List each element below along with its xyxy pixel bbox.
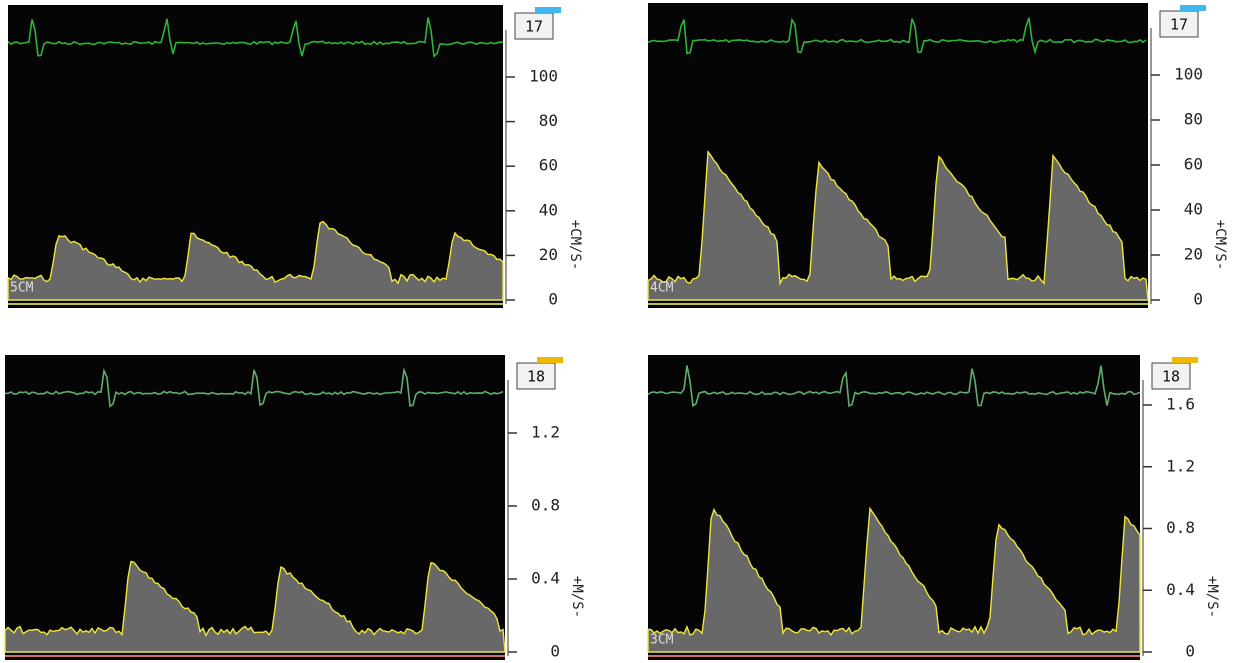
depth-label: 4CM — [650, 281, 674, 296]
ecg-trace — [7, 17, 504, 58]
badge-box — [1159, 10, 1199, 38]
scale-label: 0 — [548, 290, 558, 309]
doppler-panel: 17 100 80 60 40 20 0 +CM/S- 4CM — [647, 3, 1228, 309]
badge-box — [516, 362, 556, 390]
doppler-panel: 17 100 80 60 40 20 0 +CM/S- 5CM — [7, 5, 583, 309]
spectral-envelope — [647, 506, 1141, 653]
badge-box — [1151, 362, 1191, 390]
scale-label: 80 — [539, 111, 558, 130]
velocity-unit: +M/S- — [569, 576, 585, 618]
depth-badge: 18 — [527, 368, 545, 386]
scale-label: 60 — [539, 156, 558, 175]
doppler-panel: 18 1.6 1.2 0.8 0.4 0 +M/S- 3CM — [647, 355, 1220, 661]
spectral-envelope — [7, 220, 504, 301]
doppler-panel: 18 1.2 0.8 0.4 0 +M/S- — [4, 355, 585, 661]
scale-label: 1.2 — [531, 423, 560, 442]
badge-strip — [1172, 357, 1198, 363]
scale-label: 80 — [1184, 110, 1203, 129]
spectral-fill — [648, 151, 1148, 300]
ecg-trace — [647, 17, 1147, 55]
ecg-trace — [4, 366, 504, 408]
scale-label: 0.4 — [1166, 580, 1195, 599]
badge-strip — [537, 357, 563, 363]
scale-label: 100 — [1174, 65, 1203, 84]
velocity-unit: +CM/S- — [1212, 220, 1228, 271]
depth-badge: 17 — [525, 18, 543, 36]
scale-label: 0 — [1193, 290, 1203, 309]
depth-label: 3CM — [650, 633, 674, 648]
velocity-unit: +M/S- — [1204, 576, 1220, 618]
scale-label: 0.4 — [531, 569, 560, 588]
scale-label: 0 — [550, 642, 560, 661]
depth-badge: 18 — [1162, 368, 1180, 386]
scale-label: 0.8 — [1166, 518, 1195, 537]
depth-label: 5CM — [10, 281, 34, 296]
scale-label: 0.8 — [531, 496, 560, 515]
depth-badge: 17 — [1170, 16, 1188, 34]
plot-area — [5, 355, 505, 660]
scale-label: 1.6 — [1166, 395, 1195, 414]
scale-label: 40 — [539, 200, 558, 219]
badge-strip — [1180, 5, 1206, 11]
scale-label: 100 — [529, 67, 558, 86]
badge-strip — [535, 7, 561, 13]
spectral-fill — [648, 508, 1140, 652]
scale-label: 20 — [539, 245, 558, 264]
scale-label: 0 — [1185, 642, 1195, 661]
scale-label: 40 — [1184, 200, 1203, 219]
spectral-envelope — [647, 149, 1149, 301]
velocity-unit: +CM/S- — [567, 220, 583, 271]
ecg-trace — [647, 365, 1141, 408]
badge-box — [514, 12, 554, 40]
scale-label: 20 — [1184, 245, 1203, 264]
scale-label: 60 — [1184, 155, 1203, 174]
spectral-fill — [8, 221, 503, 300]
scale-label: 1.2 — [1166, 456, 1195, 475]
spectral-envelope — [4, 560, 506, 653]
